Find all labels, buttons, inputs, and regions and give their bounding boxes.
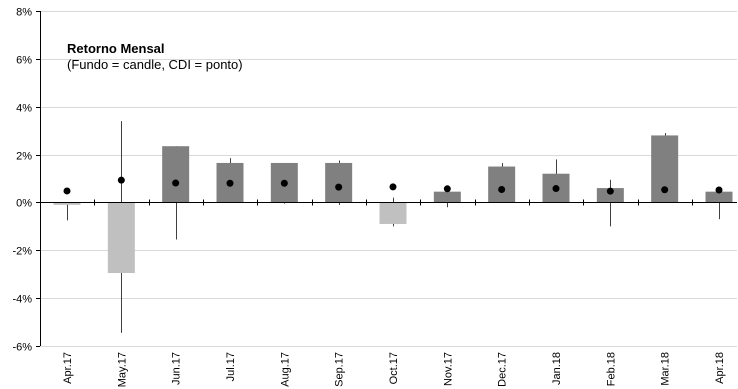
x-tick-label: Feb.18: [605, 352, 617, 386]
chart-title-block: Retorno Mensal (Fundo = candle, CDI = po…: [67, 41, 243, 73]
y-tick-label: -6%: [12, 342, 32, 354]
cdi-point: [63, 187, 71, 195]
x-tick-label: Apr.17: [62, 352, 74, 384]
cdi-point: [280, 179, 288, 187]
candle-body: [162, 146, 190, 203]
data-marks: [53, 121, 733, 333]
candle-body: [596, 188, 624, 203]
x-axis: Apr.17 May.17 Jun.17 Jul.17 Aug.17 Sep.17 Oct.…: [40, 199, 737, 387]
cdi-point: [117, 176, 125, 184]
gridlines: [40, 11, 737, 347]
x-tick-label: Jun.17: [171, 352, 183, 385]
y-tick-label: 6%: [16, 55, 32, 67]
candle-body: [488, 166, 516, 203]
x-tick-label: Jan.18: [551, 352, 563, 385]
candle-body: [325, 162, 353, 203]
x-tick-label: Nov.17: [442, 352, 454, 386]
x-tick-label: Oct.17: [388, 352, 400, 384]
candle-body: [107, 202, 135, 274]
x-tick-label: Dec.17: [497, 352, 509, 387]
y-tick-label: -4%: [12, 294, 32, 306]
cdi-point: [389, 183, 397, 191]
y-tick-label: -2%: [12, 246, 32, 258]
x-tick-label: May.17: [116, 352, 128, 387]
x-tick-label: Jul.17: [225, 352, 237, 381]
candle-body: [53, 202, 81, 205]
chart-title: Retorno Mensal: [67, 41, 165, 56]
candle-body: [705, 191, 733, 203]
x-tick-label: Apr.18: [714, 352, 726, 384]
y-axis: -6% -4% -2% 0% 2% 4% 6% 8%: [12, 7, 41, 354]
x-tick-label: Sep.17: [334, 352, 346, 387]
y-tick-label: 8%: [16, 7, 32, 19]
candle-body: [379, 202, 407, 224]
x-tick-label: Aug.17: [279, 352, 291, 387]
cdi-point: [498, 186, 506, 194]
cdi-point: [335, 183, 343, 191]
cdi-point: [552, 185, 560, 193]
y-tick-label: 4%: [16, 103, 32, 115]
cdi-point: [715, 186, 723, 194]
candle-body: [433, 191, 461, 203]
y-tick-label: 2%: [16, 151, 32, 163]
x-tick-label: Mar.18: [660, 352, 672, 386]
cdi-point: [661, 186, 669, 194]
y-tick-label: 0%: [16, 198, 32, 210]
cdi-point: [226, 179, 234, 187]
cdi-point: [443, 185, 451, 193]
chart-subtitle: (Fundo = candle, CDI = ponto): [67, 57, 243, 72]
cdi-point: [172, 179, 180, 187]
cdi-point: [606, 187, 614, 195]
